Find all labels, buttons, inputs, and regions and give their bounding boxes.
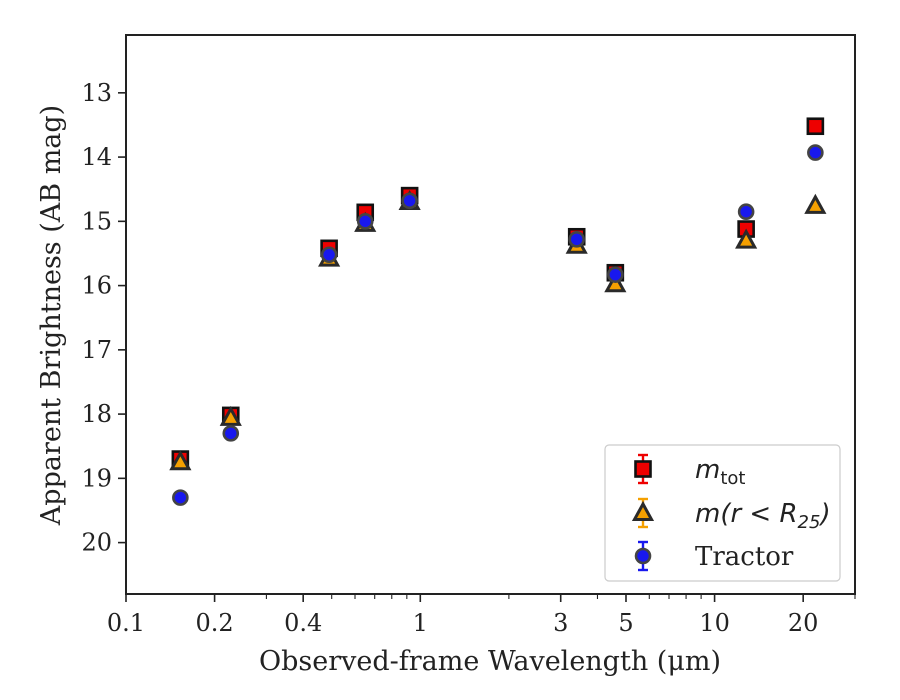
- x-tick-label: 10: [699, 609, 730, 637]
- x-tick-label: 0.4: [284, 609, 322, 637]
- legend-marker-triangle: [631, 500, 655, 521]
- circle-point: [320, 246, 338, 264]
- legend-label: mtot: [695, 455, 745, 489]
- circle-point: [222, 425, 240, 442]
- plot-frame: [125, 34, 856, 595]
- x-tick-label: 3: [553, 609, 568, 637]
- legend: mtot m(r < R25) Tractor: [604, 444, 841, 582]
- series-triangle: [169, 189, 827, 471]
- y-tick-label: 18: [81, 400, 112, 428]
- legend-label: m(r < R25): [695, 499, 831, 533]
- triangle-point: [604, 272, 627, 293]
- y-tick-label: 15: [81, 207, 112, 235]
- series-circle: [172, 144, 824, 506]
- y-axis-title: Apparent Brightness (AB mag): [36, 105, 67, 526]
- triangle-point: [169, 450, 192, 471]
- circle-point: [172, 489, 189, 506]
- y-tick-label: 17: [81, 336, 112, 364]
- circle-point: [401, 192, 418, 210]
- legend-box: [604, 444, 841, 582]
- circle-point: [568, 231, 586, 248]
- legend-label: Tractor: [695, 542, 794, 572]
- x-tick-label: 20: [788, 609, 819, 637]
- circle-point: [807, 144, 824, 161]
- x-tick-label: 0.1: [107, 609, 145, 637]
- y-tick-label: 14: [81, 143, 112, 171]
- y-tick-label: 19: [81, 464, 112, 492]
- series-square: [171, 117, 825, 468]
- legend-marker-circle: [634, 547, 652, 565]
- square-point: [806, 117, 825, 136]
- y-tick-label: 20: [81, 529, 112, 557]
- circle-point: [737, 203, 755, 220]
- circle-point: [356, 213, 374, 230]
- data-points: [169, 117, 827, 506]
- legend-marker-square: [634, 460, 652, 478]
- x-axis-title: Observed-frame Wavelength (μm): [259, 646, 721, 677]
- triangle-point: [735, 228, 758, 249]
- y-tick-label: 16: [81, 272, 112, 300]
- circle-point: [607, 266, 624, 283]
- x-tick-label: 1: [413, 609, 428, 637]
- triangle-point: [219, 405, 242, 426]
- y-tick-label: 13: [81, 79, 112, 107]
- triangle-point: [804, 193, 827, 214]
- x-tick-label: 0.2: [196, 609, 234, 637]
- x-tick-label: 5: [618, 609, 633, 637]
